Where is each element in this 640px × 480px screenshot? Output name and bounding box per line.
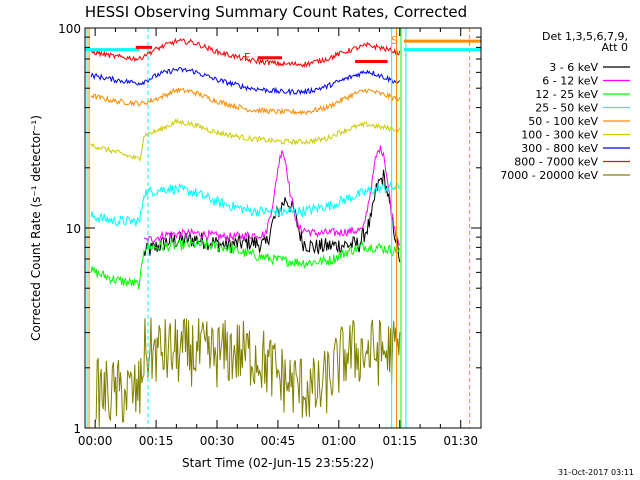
axis-layer: 00:00 00:15 00:30 00:45 01:00 01:15 01:30 1 10 10… — [58, 22, 482, 448]
x-tick-label-4: 00:45 — [261, 434, 296, 448]
flag-s-label: S — [391, 34, 398, 47]
y-tick-label-3: 100 — [58, 22, 81, 36]
x-tick-label-2: 00:15 — [139, 434, 174, 448]
y-tick-label-1: 1 — [73, 422, 81, 436]
chart-title: HESSI Observing Summary Count Rates, Cor… — [85, 3, 467, 21]
footer-date: 31-Oct-2017 03:11 — [558, 468, 634, 477]
legend-label-7: 300 - 800 keV — [521, 142, 598, 155]
series-line-1 — [143, 169, 401, 263]
series-line-2 — [143, 145, 401, 246]
series-line-3 — [90, 238, 401, 290]
x-tick-label-5: 01:00 — [322, 434, 357, 448]
y-axis-label: Corrected Count Rate (s⁻¹ detector⁻¹) — [29, 115, 43, 341]
legend-label-4: 25 - 50 keV — [535, 102, 598, 115]
legend-label-8: 800 - 7000 keV — [514, 156, 598, 169]
x-tick-label-7: 01:30 — [443, 434, 478, 448]
legend-label-1: 3 - 6 keV — [549, 61, 598, 74]
legend-label-2: 6 - 12 keV — [542, 75, 598, 88]
series-layer — [90, 37, 401, 428]
y-tick-label-2: 10 — [66, 222, 81, 236]
annotation-layer — [85, 28, 481, 428]
series-line-5 — [90, 87, 401, 116]
series-line-6 — [90, 117, 401, 162]
series-line-8 — [90, 37, 401, 68]
x-tick-label-6: 01:15 — [382, 434, 417, 448]
series-line-9 — [94, 317, 401, 428]
x-tick-label-3: 00:30 — [200, 434, 235, 448]
x-axis-label: Start Time (02-Jun-15 23:55:22) — [182, 456, 374, 470]
x-tick-label-1: 00:00 — [78, 434, 113, 448]
flag-f-label: F — [244, 51, 250, 64]
series-line-4 — [90, 180, 400, 228]
legend-label-9: 7000 - 20000 keV — [500, 169, 598, 182]
legend-header-line-2: Att 0 — [602, 41, 628, 54]
legend-label-5: 50 - 100 keV — [528, 115, 598, 128]
series-line-7 — [90, 66, 401, 97]
legend-header-line-1: Det 1,3,5,6,7,9, — [542, 30, 628, 43]
legend-label-6: 100 - 300 keV — [521, 129, 598, 142]
legend-label-3: 12 - 25 keV — [535, 88, 598, 101]
